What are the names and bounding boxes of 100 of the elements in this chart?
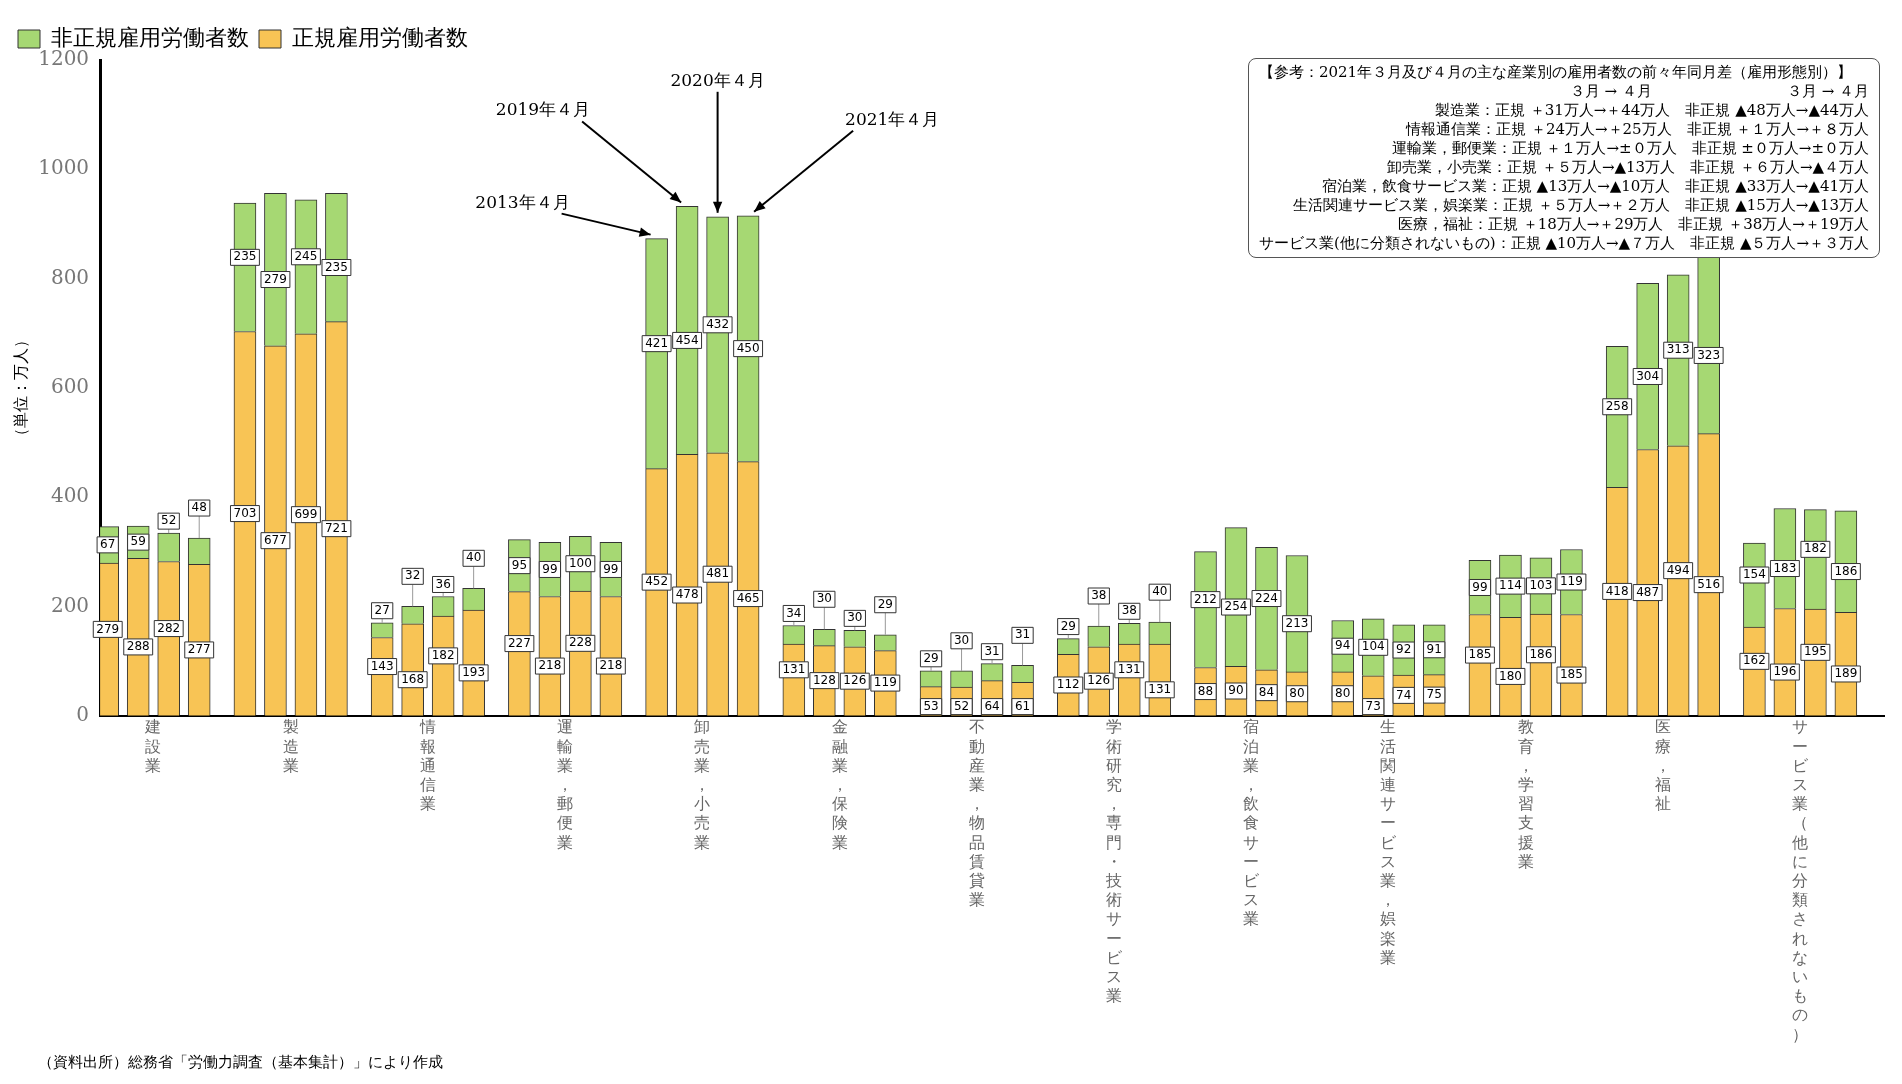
annotation: 2013年４月 — [475, 191, 570, 212]
y-tick-label: 400 — [50, 483, 90, 508]
data-label: 227 — [507, 635, 531, 650]
data-label: 119 — [873, 675, 897, 690]
data-label: 185 — [1559, 667, 1583, 682]
data-label: 182 — [431, 648, 455, 663]
data-label: 59 — [130, 534, 146, 549]
data-label: 103 — [1529, 577, 1553, 592]
x-tick-label: 卸売業，小売業 — [694, 717, 711, 852]
data-label: 61 — [1014, 698, 1031, 713]
text: （資料出所）総務省「労働力調査（基本集計）」により作成 — [38, 1053, 443, 1072]
x-tick-label: 運輸業，郵便業 — [557, 717, 574, 852]
x-tick-label: 製造業 — [282, 717, 299, 775]
data-label: 258 — [1605, 398, 1629, 413]
data-label: 313 — [1666, 342, 1690, 357]
data-label: 282 — [157, 620, 181, 635]
annotation: 【参考：2021年３月及び４月の主な産業別の雇用者数の前々年同月差（雇用形態別）】 — [1258, 63, 1854, 82]
annotation: 生活関連サービス業，娯楽業：正規 ＋５万人→＋２万人 非正規 ▲15万人→▲13万人 — [1292, 196, 1869, 215]
data-label: 30 — [847, 610, 863, 625]
data-label: 189 — [1834, 666, 1858, 681]
data-label: 183 — [1773, 560, 1797, 575]
data-label: 38 — [1121, 603, 1137, 618]
category-label: サービス業（他に分類されないもの） — [1792, 717, 1809, 1044]
data-label: 154 — [1742, 567, 1766, 582]
annotation: 2021年４月 — [845, 108, 940, 129]
data-label: 277 — [187, 642, 211, 657]
data-label: 721 — [324, 520, 348, 535]
category-label: 宿泊業，飲食サービス業 — [1243, 717, 1260, 929]
annotation: 2019年４月 — [495, 99, 591, 120]
data-label: 487 — [1636, 584, 1660, 599]
y-tick-label: 1000 — [38, 155, 90, 180]
data-label: 90 — [1228, 683, 1244, 698]
annotation: 医療，福祉：正規 ＋18万人→＋29万人 非正規 ＋38万人→＋19万人 — [1396, 215, 1869, 234]
data-label: 30 — [816, 591, 832, 606]
data-label: 193 — [462, 665, 486, 679]
data-label: 32 — [405, 568, 421, 583]
data-label: 52 — [161, 513, 177, 528]
data-label: 218 — [538, 658, 562, 673]
data-label: 99 — [603, 561, 619, 576]
annotation: 宿泊業，飲食サービス業：正規 ▲13万人→▲10万人 非正規 ▲33万人→▲41万人 — [1320, 177, 1869, 196]
data-label: 245 — [294, 248, 318, 263]
data-label: 131 — [1117, 661, 1141, 676]
data-label: 186 — [1529, 646, 1553, 661]
data-label: 235 — [233, 249, 257, 264]
y-tick-label: 200 — [50, 592, 90, 617]
data-label: 162 — [1742, 653, 1766, 668]
annotation: 2020年４月 — [670, 69, 765, 90]
data-label: 196 — [1773, 664, 1797, 679]
data-label: 218 — [599, 658, 623, 673]
data-label: 95 — [511, 557, 528, 572]
data-label: 699 — [294, 506, 318, 521]
data-label: 212 — [1194, 591, 1217, 606]
data-label: 213 — [1285, 615, 1309, 630]
data-label: 185 — [1468, 647, 1492, 662]
y-tick-label: 0 — [76, 701, 90, 726]
data-label: 418 — [1605, 583, 1629, 598]
data-label: 27 — [374, 602, 390, 617]
annotation: 卸売業，小売業：正規 ＋５万人→▲13万人 非正規 ＋６万人→▲４万人 — [1386, 158, 1869, 177]
data-label: 114 — [1498, 578, 1522, 593]
data-label: 92 — [1396, 642, 1412, 657]
data-label: 279 — [96, 621, 120, 636]
data-label: 143 — [370, 658, 394, 673]
data-label: 88 — [1197, 683, 1214, 698]
data-label: 432 — [706, 316, 730, 331]
y-tick-label: 600 — [50, 374, 90, 398]
data-label: 454 — [675, 332, 699, 347]
category-label: 生活関連サービス業，娯楽業 — [1380, 717, 1397, 967]
data-label: 99 — [542, 561, 558, 576]
annotation: 製造業：正規 ＋31万人→＋44万人 非正規 ▲48万人→▲44万人 — [1433, 101, 1869, 120]
data-label: 73 — [1365, 698, 1381, 713]
data-label: 40 — [466, 550, 482, 565]
data-label: 100 — [568, 555, 592, 570]
data-label: 421 — [645, 335, 669, 350]
data-label: 465 — [736, 590, 760, 605]
data-label: 304 — [1636, 368, 1660, 383]
category-label: 不動産業，物品賃貸業 — [968, 717, 985, 910]
data-label: 53 — [923, 698, 939, 713]
x-tick-label: 建設業 — [144, 717, 162, 775]
x-tick-label: 教育，学習支援業 — [1517, 717, 1534, 871]
data-label: 29 — [1060, 618, 1076, 633]
data-label: 80 — [1289, 685, 1305, 700]
data-label: 84 — [1258, 684, 1275, 699]
data-label: 64 — [984, 698, 1000, 713]
data-label: 703 — [233, 505, 257, 520]
annotation: 運輸業，郵便業：正規 ＋１万人→±０万人 非正規 ±０万人→±０万人 — [1390, 139, 1869, 158]
data-label: 38 — [1091, 588, 1107, 603]
data-label: 481 — [706, 566, 730, 581]
data-label: 104 — [1361, 639, 1385, 654]
data-label: 126 — [843, 673, 867, 688]
data-label: 516 — [1697, 576, 1721, 591]
x-tick-label: 金融業，保険業 — [831, 717, 848, 852]
category-label: 学術研究，専門・技術サービス業 — [1106, 717, 1123, 1006]
data-label: 180 — [1498, 668, 1522, 683]
data-label: 112 — [1056, 677, 1080, 692]
legend-label: 非正規雇用労働者数 — [51, 24, 249, 50]
data-label: 279 — [263, 271, 287, 286]
data-label: 75 — [1426, 687, 1442, 702]
data-label: 254 — [1224, 599, 1248, 614]
data-label: 36 — [435, 576, 451, 591]
data-label: 52 — [953, 698, 970, 713]
